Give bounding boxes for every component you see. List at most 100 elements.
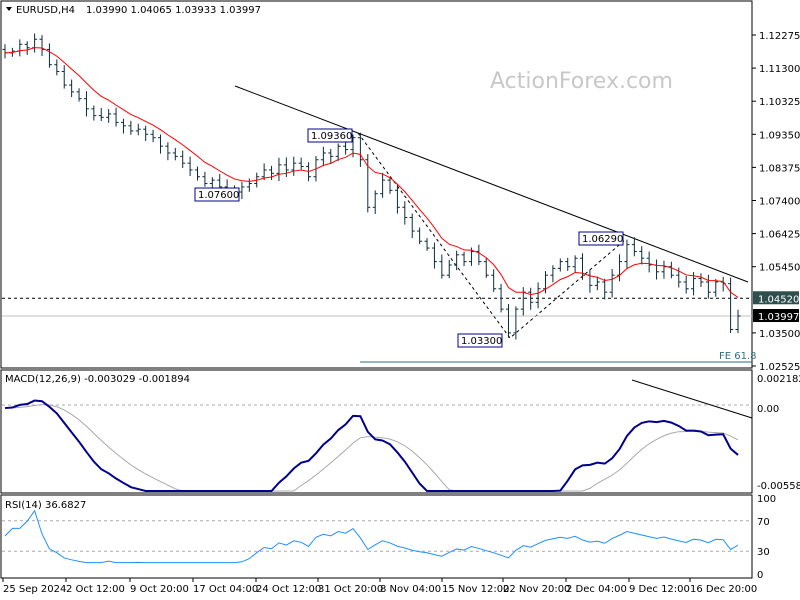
price-bar xyxy=(172,147,178,161)
price-bar xyxy=(713,278,719,297)
price-bar xyxy=(698,273,704,287)
price-bar xyxy=(276,157,282,181)
price-bar xyxy=(417,227,423,245)
price-bar xyxy=(454,250,460,271)
fibonacci-projection-line[interactable] xyxy=(357,132,626,339)
time-axis: 25 Sep 2024 2 Oct 12:00 9 Oct 20:00 17 Oct … xyxy=(2,578,757,595)
swing-price-label: 1.03300 xyxy=(457,333,503,348)
symbol-label: EURUSD,H4 xyxy=(16,5,75,16)
svg-text:1.06290: 1.06290 xyxy=(582,234,623,245)
price-bar xyxy=(157,134,163,154)
price-bar xyxy=(483,258,489,278)
price-bar xyxy=(269,165,275,180)
time-tick-label: 22 Nov 20:00 xyxy=(503,584,570,595)
price-bar xyxy=(69,79,75,98)
macd-tick-label: 0.00 xyxy=(757,404,779,415)
price-bar xyxy=(83,91,89,117)
price-bar xyxy=(150,129,156,143)
price-bar xyxy=(343,140,349,155)
price-tick-label: 1.07400 xyxy=(759,197,800,208)
price-bar xyxy=(550,265,556,283)
price-tick-label: 1.02525 xyxy=(759,362,800,373)
price-tick-label: 1.03500 xyxy=(759,329,800,340)
rsi-tick-label: 100 xyxy=(757,494,776,505)
svg-text:1.07600: 1.07600 xyxy=(198,190,239,201)
price-bar xyxy=(17,39,23,57)
price-bar xyxy=(98,108,104,122)
price-bar xyxy=(335,143,341,161)
price-bar xyxy=(587,269,593,293)
price-tick-label: 1.10325 xyxy=(759,97,800,108)
price-bar xyxy=(32,33,38,53)
price-bar xyxy=(594,276,600,291)
price-bar xyxy=(728,277,734,334)
price-bar xyxy=(617,254,623,282)
price-bar xyxy=(135,123,141,136)
dropdown-triangle-icon[interactable] xyxy=(6,7,12,11)
moving-average-line xyxy=(4,47,739,298)
swing-annotations: 1.07600 1.09360 1.03300 1.06290 xyxy=(194,128,624,348)
price-bar xyxy=(283,157,289,178)
price-bar xyxy=(609,269,615,298)
rsi-axis: 100 70 30 0 xyxy=(2,494,776,581)
price-bar xyxy=(187,156,193,176)
price-bar xyxy=(202,171,208,187)
price-bar xyxy=(113,107,119,127)
price-bar xyxy=(106,109,112,123)
time-tick-label: 8 Nov 04:00 xyxy=(380,584,441,595)
price-bar xyxy=(639,246,645,265)
price-bar xyxy=(394,183,400,214)
price-tick-label: 1.08375 xyxy=(759,163,800,174)
price-bars xyxy=(2,33,741,340)
price-tick-label: 1.12275 xyxy=(759,31,800,42)
time-tick-label: 24 Oct 12:00 xyxy=(256,584,321,595)
swing-price-label: 1.07600 xyxy=(194,187,240,202)
price-bar xyxy=(557,258,563,272)
support-level-label: 1.04520 xyxy=(758,294,799,305)
price-bar xyxy=(409,213,415,238)
price-bar xyxy=(668,261,674,279)
price-bar xyxy=(505,303,511,338)
rsi-tick-label: 70 xyxy=(757,517,770,528)
watermark: ActionForex.com xyxy=(490,69,673,94)
macd-trend-line[interactable] xyxy=(631,379,753,419)
price-bar xyxy=(195,166,201,181)
price-bar xyxy=(365,154,371,213)
price-bar xyxy=(624,239,630,270)
price-bar xyxy=(683,275,689,294)
price-bar xyxy=(165,142,171,161)
price-tick-label: 1.05450 xyxy=(759,263,800,274)
price-bar xyxy=(705,274,711,299)
current-price-label: 1.03997 xyxy=(758,312,799,323)
price-bar xyxy=(580,253,586,280)
price-bar xyxy=(439,254,445,279)
price-bar xyxy=(24,41,30,55)
price-bar xyxy=(654,259,660,280)
price-bar xyxy=(513,306,519,340)
price-bar xyxy=(631,237,637,257)
rsi-title: RSI(14) 36.6827 xyxy=(5,500,86,511)
price-bar xyxy=(372,190,378,215)
time-tick-label: 15 Nov 12:00 xyxy=(442,584,509,595)
downtrend-line[interactable] xyxy=(234,85,749,283)
price-bar xyxy=(357,132,363,167)
macd-tick-label: 0.002182 xyxy=(757,374,800,385)
macd-panel-frame xyxy=(0,369,753,494)
price-bar xyxy=(246,178,252,192)
time-tick-label: 9 Oct 20:00 xyxy=(130,584,189,595)
rsi-line xyxy=(4,509,739,564)
price-bar xyxy=(298,157,304,170)
fibonacci-extension-label: FE 61.8 xyxy=(719,351,757,362)
price-bar xyxy=(143,125,149,141)
price-bar xyxy=(602,278,608,300)
price-bar xyxy=(535,282,541,309)
price-bar xyxy=(565,257,571,271)
price-bar xyxy=(209,177,215,189)
price-bar xyxy=(661,260,667,279)
macd-tick-label: -0.005584 xyxy=(757,481,800,492)
macd-title: MACD(12,26,9) -0.003029 -0.001894 xyxy=(5,374,190,385)
price-bar xyxy=(180,150,186,168)
time-tick-label: 2 Oct 12:00 xyxy=(66,584,125,595)
